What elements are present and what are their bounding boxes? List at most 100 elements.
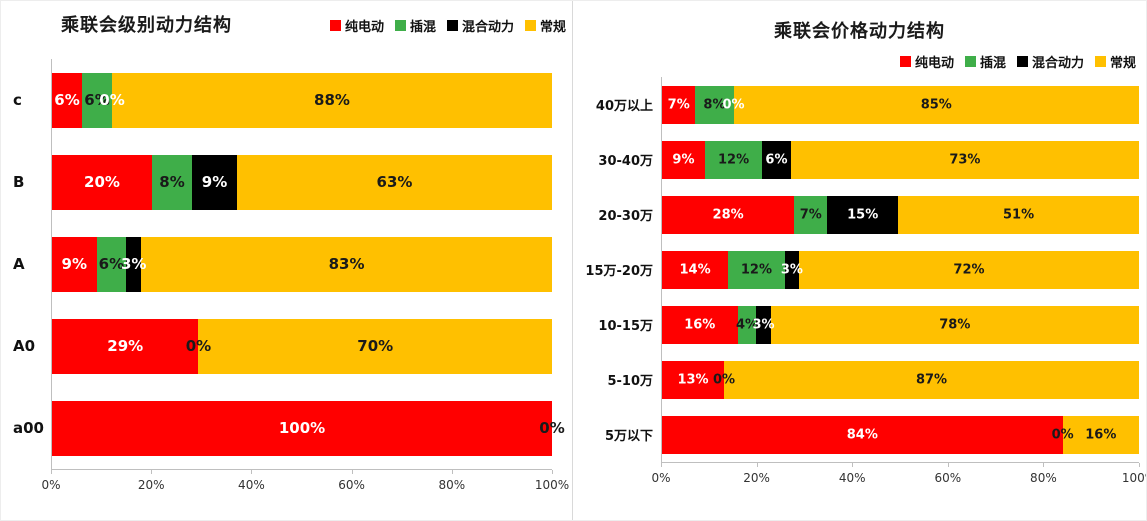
- bar-segment: [827, 195, 899, 234]
- bar-segment: [762, 140, 791, 179]
- bar-value-label: 7%: [799, 207, 822, 222]
- category-label: a00: [13, 419, 44, 437]
- legend-swatch: [329, 20, 341, 31]
- bar-value-label: 6%: [84, 91, 110, 109]
- axis-tick: [756, 463, 758, 467]
- legend-item: 插混: [964, 52, 1006, 71]
- x-tick-label: 80%: [1030, 471, 1057, 485]
- x-tick-label: 0%: [651, 471, 671, 485]
- bar-value-label: 4%: [735, 317, 759, 332]
- x-tick-label: 80%: [438, 478, 466, 492]
- bar-value-label: 15%: [847, 207, 879, 222]
- x-tick-label: 100%: [534, 478, 570, 492]
- bar-value-label: 0%: [722, 97, 745, 112]
- x-tick-label: 60%: [338, 478, 365, 492]
- bar-value-label: 6%: [98, 255, 125, 273]
- bar-segment: [52, 72, 82, 128]
- bar-value-label: 78%: [939, 317, 971, 332]
- bar-segment: [662, 305, 738, 344]
- legend-swatch: [394, 20, 406, 31]
- stacked-bar: 16% 4% 3% 78%: [662, 305, 1139, 344]
- bar-segment: [237, 154, 552, 210]
- category-label: A: [13, 255, 25, 273]
- bar-segment: [141, 236, 552, 292]
- legend-label: 常规: [1109, 55, 1136, 71]
- axis-tick: [451, 470, 453, 474]
- bar-segment: [52, 400, 552, 456]
- legend-label: 混合动力: [461, 20, 514, 35]
- bar-segment: [662, 140, 705, 179]
- bar-value-label: 8%: [703, 97, 726, 112]
- bar-segment: [52, 154, 152, 210]
- bar-track: 28% 7% 15% 51%: [662, 187, 1139, 242]
- bar-segment: [96, 236, 127, 292]
- chart-grid: c B A A0 a00 6% 6% 0% 88% 20% 8% 9% 63% 9% 6% 3% 83% 29% 0…: [7, 59, 569, 498]
- left-stacked-bar-chart: c B A A0 a00 6% 6% 0% 88% 20% 8% 9% 63% 9% 6% 3% 83% 29% 0…: [1, 59, 572, 498]
- bar-segment: [770, 305, 1139, 344]
- stacked-bar: 6% 6% 0% 88%: [52, 72, 552, 128]
- bar-value-label: 88%: [314, 91, 350, 109]
- category-label: 20-30万: [598, 209, 653, 224]
- bar-track: 13% 0% 87%: [662, 352, 1139, 407]
- bar-value-label: 0%: [185, 337, 212, 355]
- bar-segment: [790, 140, 1139, 179]
- bar-segment: [662, 250, 729, 289]
- bar-value-label: 16%: [684, 317, 716, 332]
- bar-segment: [152, 154, 192, 210]
- bar-value-label: 0%: [99, 91, 125, 109]
- bar-value-label: 83%: [328, 255, 365, 273]
- legend-swatch: [964, 55, 976, 67]
- bar-track: 14% 12% 3% 72%: [662, 242, 1139, 297]
- bar-track: 16% 4% 3% 78%: [662, 297, 1139, 352]
- bar-value-label: 7%: [667, 97, 690, 112]
- bar-segment: [733, 85, 1139, 124]
- axis-tick: [1043, 463, 1045, 467]
- bar-track: 9% 12% 6% 73%: [662, 132, 1139, 187]
- bar-track: 100% 0%: [52, 387, 565, 469]
- bar-value-label: 3%: [780, 262, 803, 277]
- category-label: 40万以上: [595, 99, 653, 114]
- legend-label: 插混: [979, 55, 1006, 71]
- x-tick-label: 20%: [137, 478, 165, 492]
- legend-swatch: [1094, 55, 1106, 67]
- bar-value-label: 13%: [677, 372, 709, 387]
- bar-value-label: 12%: [717, 152, 750, 167]
- y-axis-labels: 40万以上 30-40万 20-30万 15万-20万 10-15万 5-10万 5万以下: [573, 77, 661, 463]
- bar-value-label: 63%: [376, 173, 413, 191]
- bar-segment: [198, 318, 552, 374]
- bar-value-label: 85%: [920, 97, 952, 112]
- bar-track: 29% 0% 70%: [52, 305, 552, 387]
- left-chart-legend: 纯电动 插混 混合动力 常规: [329, 11, 566, 35]
- legend-item: 混合动力: [1016, 52, 1084, 71]
- stacked-bar: 28% 7% 15% 51%: [662, 195, 1139, 234]
- bar-value-label: 16%: [1085, 427, 1117, 442]
- left-chart-title: 乘联会级别动力结构: [61, 15, 232, 36]
- bar-value-label: 9%: [201, 173, 228, 191]
- x-tick-label: 0%: [41, 478, 61, 492]
- bar-value-label: 100%: [278, 419, 326, 437]
- stacked-bar: 84% 0% 16%: [662, 415, 1139, 454]
- bar-segment: [82, 72, 112, 128]
- bar-track: 6% 6% 0% 88%: [52, 59, 552, 141]
- axis-tick: [51, 470, 52, 474]
- stacked-bar: 7% 8% 0% 85%: [662, 85, 1139, 124]
- category-label: 15万-20万: [585, 264, 653, 279]
- y-axis-labels: c B A A0 a00: [7, 59, 51, 470]
- bar-segment: [192, 154, 237, 210]
- bar-value-label: 87%: [915, 372, 948, 387]
- x-axis: 0% 20% 40% 60% 80% 100%: [651, 463, 1146, 491]
- axis-tick: [1139, 463, 1140, 467]
- legend-label: 纯电动: [914, 55, 954, 71]
- axis-tick: [947, 463, 949, 467]
- bar-value-label: 8%: [159, 173, 185, 191]
- bar-segment: [112, 72, 552, 128]
- axis-tick: [552, 470, 553, 474]
- legend-item: 混合动力: [446, 16, 514, 35]
- bar-value-label: 0%: [539, 419, 565, 437]
- axis-tick: [251, 470, 253, 474]
- legend-item: 常规: [1094, 52, 1136, 71]
- bar-value-label: 9%: [672, 152, 695, 167]
- bar-value-label: 0%: [712, 372, 736, 387]
- bar-value-label: 70%: [357, 337, 394, 355]
- legend-item: 常规: [524, 16, 566, 35]
